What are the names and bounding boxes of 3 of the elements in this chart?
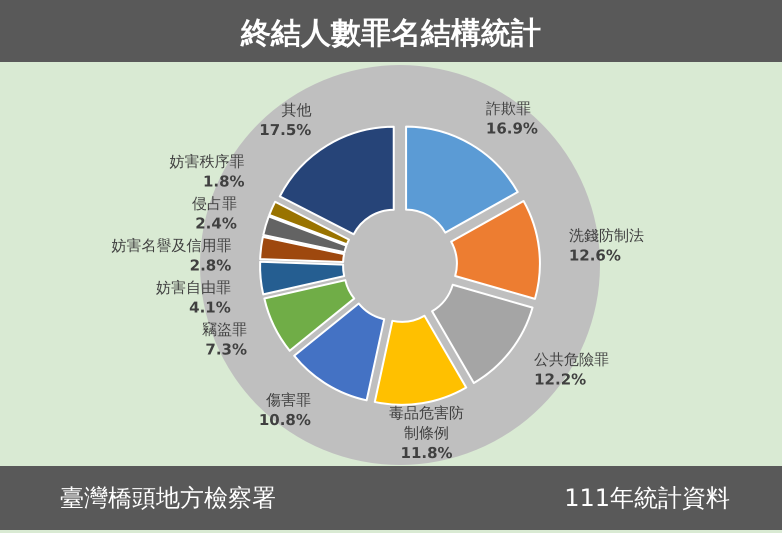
text: 111年統計資料	[564, 484, 730, 512]
chart-title: 終結人數罪名結構統計	[240, 16, 541, 51]
text: 臺灣橋頭地方檢察署	[60, 484, 276, 512]
